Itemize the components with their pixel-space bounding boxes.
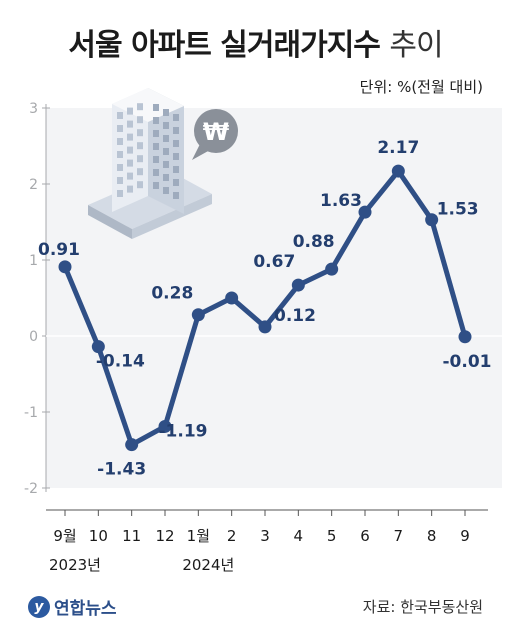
x-tick-label: 8: [427, 527, 437, 545]
x-tick-label: 4: [294, 527, 304, 545]
data-label: 0.88: [293, 232, 335, 252]
source-label: 자료: 한국부동산원: [362, 598, 483, 616]
title-suffix: 추이: [389, 28, 443, 63]
x-tick-label: 9월: [53, 527, 76, 545]
logo-text: 연합뉴스: [54, 599, 117, 619]
data-point: [191, 308, 205, 322]
data-label: 0.67: [253, 252, 295, 272]
svg-text:₩: ₩: [203, 118, 230, 146]
x-tick-label: 2: [227, 527, 237, 545]
year-label: 2024년: [182, 556, 234, 574]
x-tick-label: 9: [460, 527, 470, 545]
y-tick-label: 3: [29, 101, 38, 117]
apartment-building-illustration: [88, 88, 212, 239]
data-point: [291, 278, 305, 292]
won-speech-bubble-icon: ₩: [192, 109, 238, 160]
year-label: 2023년: [49, 556, 101, 574]
y-tick-label: -1: [24, 405, 38, 421]
x-tick-label: 10: [89, 527, 108, 545]
data-label: 1.63: [320, 191, 362, 211]
data-point: [458, 330, 472, 344]
x-tick-label: 5: [327, 527, 337, 545]
data-point: [258, 320, 272, 334]
chart-title: 서울 아파트 실거래가지수 추이: [0, 20, 511, 64]
data-point: [58, 260, 72, 274]
x-axis: 9월 10 11 12 1월 2 3 4 5 6 7 8 9 2023년 2024년: [46, 509, 488, 574]
y-tick-label: 0: [29, 329, 38, 345]
data-label: 2.17: [377, 138, 419, 158]
logo-mark-icon: y: [28, 595, 50, 618]
x-tick-label: 12: [155, 527, 174, 545]
data-point: [425, 213, 439, 227]
y-axis: 3 2 1 0 -1 -2: [24, 101, 502, 497]
data-point: [125, 438, 139, 452]
y-tick-label: 2: [29, 177, 38, 193]
data-label: -1.19: [159, 421, 208, 441]
data-label: -1.43: [97, 460, 146, 480]
unit-label: 단위: %(전월 대비): [359, 78, 483, 96]
data-label: 0.12: [274, 306, 316, 326]
x-tick-label: 1월: [187, 527, 210, 545]
title-main: 서울 아파트 실거래가지수: [68, 28, 380, 63]
data-point: [325, 262, 339, 276]
data-point: [391, 164, 405, 178]
y-tick-label: 1: [29, 253, 38, 269]
data-label: 1.53: [437, 200, 479, 220]
data-label: -0.14: [96, 352, 145, 372]
logo: y 연합뉴스: [28, 594, 117, 619]
x-tick-label: 3: [260, 527, 270, 545]
series-line: 0.91 -0.14 -1.43 -1.19 0.28 0.12 0.670.88 1.63 2…: [38, 138, 491, 480]
data-point: [91, 340, 105, 354]
data-label: 0.28: [151, 284, 193, 304]
data-point: [225, 291, 239, 305]
x-tick-label: 11: [122, 527, 141, 545]
x-tick-label: 6: [360, 527, 370, 545]
y-tick-label: -2: [24, 481, 38, 497]
data-label: 0.91: [38, 240, 80, 260]
data-point: [158, 419, 172, 433]
x-tick-label: 7: [394, 527, 404, 545]
data-label: -0.01: [443, 352, 492, 372]
data-point: [358, 205, 372, 219]
